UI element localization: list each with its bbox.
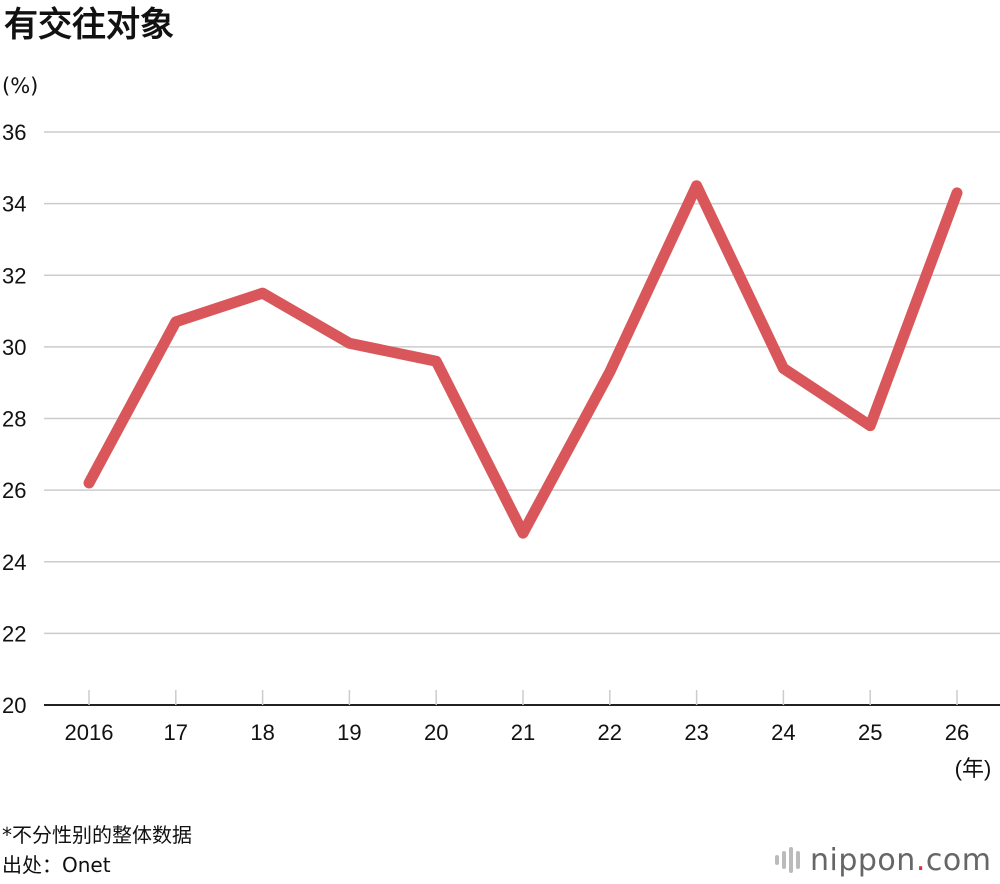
x-tick-label: 22 [598, 720, 622, 745]
logo-dot: . [915, 842, 926, 878]
logo-name: nippon [810, 842, 916, 878]
y-tick-label: 22 [2, 621, 26, 646]
y-tick-label: 32 [2, 263, 26, 288]
nippon-logo: nippon.com [775, 838, 997, 882]
footnotes: *不分性别的整体数据 出处：Onet [2, 820, 192, 880]
series-line [83, 180, 963, 539]
data-source: 出处：Onet [2, 853, 111, 877]
logo-bars-icon [775, 847, 800, 873]
x-tick-label: 26 [945, 720, 969, 745]
y-axis-unit: (%) [2, 74, 39, 98]
x-tick-label: 2016 [65, 720, 114, 745]
y-tick-label: 28 [2, 407, 26, 432]
x-tick-label: 25 [858, 720, 882, 745]
y-tick-label: 24 [2, 550, 26, 575]
y-tick-label: 30 [2, 335, 26, 360]
y-tick-label: 26 [2, 478, 26, 503]
x-tick-label: 24 [771, 720, 795, 745]
x-tick-label: 19 [337, 720, 361, 745]
x-tick-label: 17 [164, 720, 188, 745]
x-axis-unit: (年) [955, 756, 992, 781]
data-note: *不分性别的整体数据 [2, 823, 192, 847]
logo-text: nippon.com [810, 843, 991, 878]
x-tick-label: 18 [250, 720, 274, 745]
x-tick-label: 23 [684, 720, 708, 745]
x-tick-label: 20 [424, 720, 448, 745]
chart-title: 有交往对象 [4, 5, 174, 45]
x-tick-label: 21 [511, 720, 535, 745]
y-tick-label: 36 [2, 120, 26, 145]
logo-suffix: com [925, 842, 992, 878]
grid-lines [44, 131, 1000, 706]
y-tick-label: 34 [2, 192, 26, 217]
data-series [83, 180, 963, 539]
y-tick-labels: 20 22 24 26 28 30 32 34 36 [2, 120, 26, 718]
x-tick-labels: 2016 17 18 19 20 21 22 23 24 25 26 [65, 690, 969, 745]
y-tick-label: 20 [2, 693, 26, 718]
